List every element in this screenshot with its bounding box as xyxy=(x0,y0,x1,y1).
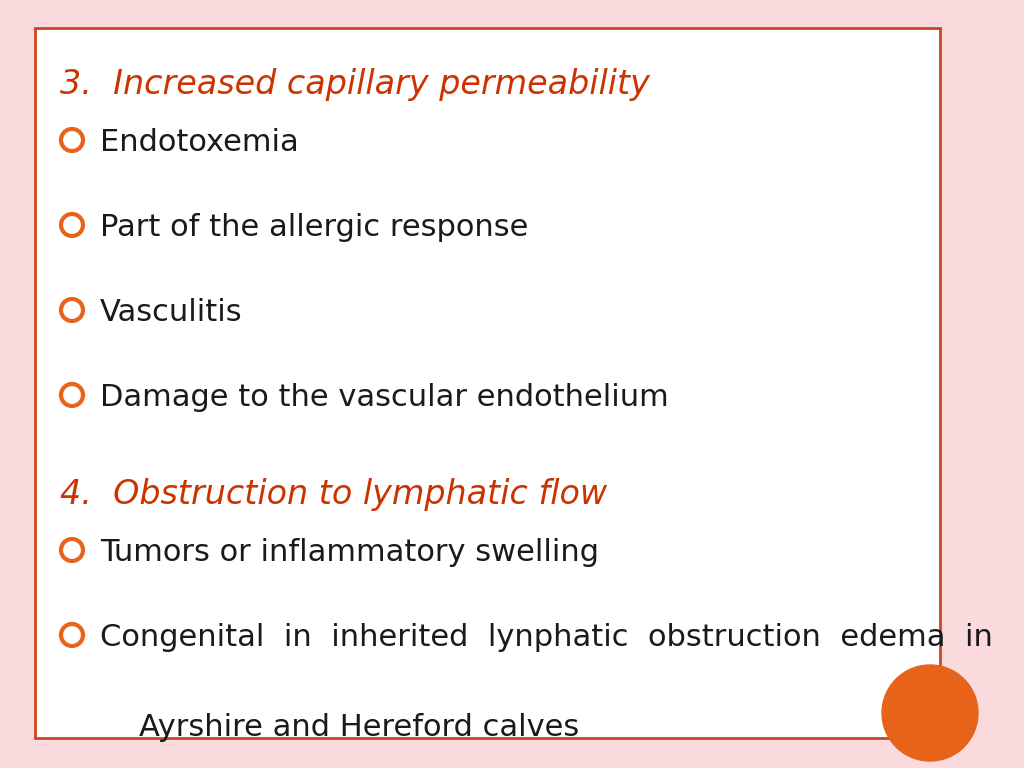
Text: 3.  Increased capillary permeability: 3. Increased capillary permeability xyxy=(60,68,650,101)
Text: Endotoxemia: Endotoxemia xyxy=(100,128,299,157)
FancyBboxPatch shape xyxy=(35,28,940,738)
Bar xyxy=(0,0,1024,28)
Text: Ayrshire and Hereford calves: Ayrshire and Hereford calves xyxy=(100,713,580,742)
Text: Part of the allergic response: Part of the allergic response xyxy=(100,213,528,242)
Text: 4.  Obstruction to lymphatic flow: 4. Obstruction to lymphatic flow xyxy=(60,478,607,511)
Text: Vasculitis: Vasculitis xyxy=(100,298,243,327)
Text: Tumors or inflammatory swelling: Tumors or inflammatory swelling xyxy=(100,538,599,567)
Bar xyxy=(0,738,1024,768)
Text: Damage to the vascular endothelium: Damage to the vascular endothelium xyxy=(100,383,669,412)
Bar xyxy=(35,28,940,738)
Bar xyxy=(0,0,35,768)
Circle shape xyxy=(882,665,978,761)
Bar xyxy=(940,0,1024,768)
Text: Congenital  in  inherited  lynphatic  obstruction  edema  in: Congenital in inherited lynphatic obstru… xyxy=(100,623,993,652)
